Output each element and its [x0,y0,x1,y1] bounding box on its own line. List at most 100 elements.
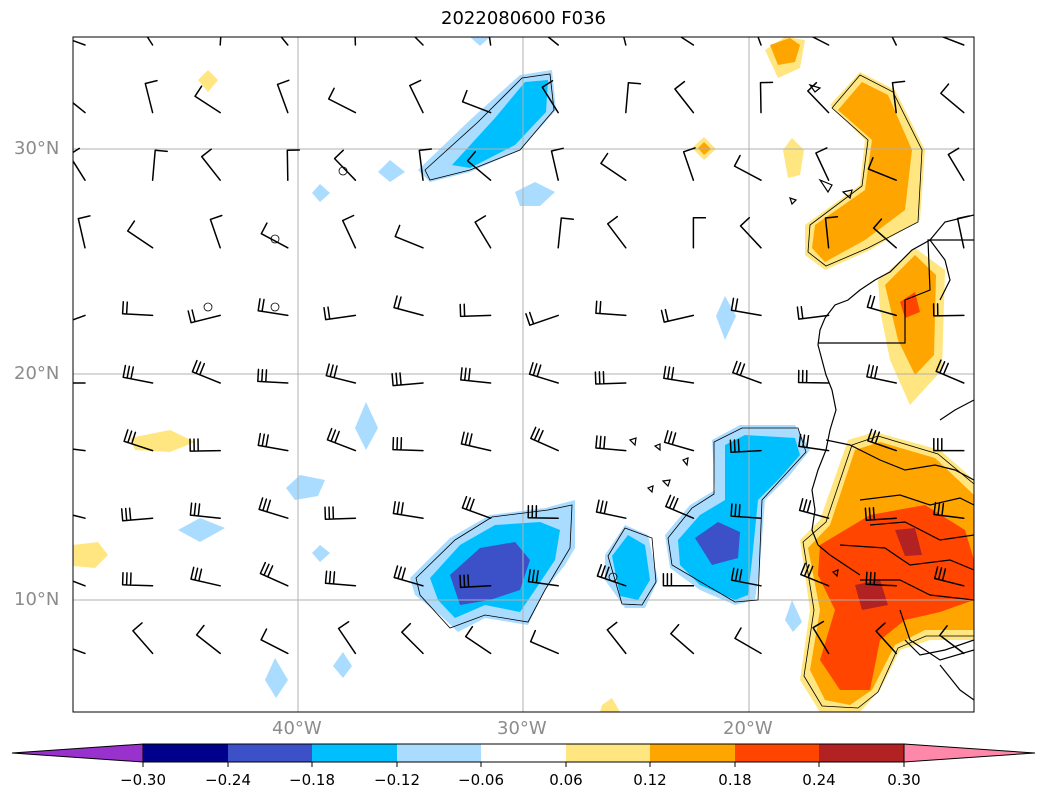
wind-barb [541,80,559,114]
colorbar-bin-9 [819,744,904,762]
wind-barb [692,217,707,249]
wind-barb [933,437,965,452]
wind-barb [144,79,158,114]
wind-barb [939,625,965,655]
wind-barb [324,570,357,587]
wind-barb [759,81,774,114]
wind-barb [258,497,289,519]
wind-barb [460,431,492,452]
wind-barb [393,295,424,317]
colorbar-label-3: −0.18 [289,771,335,789]
wind-barb [187,309,221,324]
wind-barb [259,561,289,587]
wind-barb [733,154,762,181]
wind-barb [815,147,830,181]
colorbar-label-1: −0.30 [120,771,166,789]
wind-barb [525,311,559,326]
colorbar-bin-3 [312,744,397,762]
wind-barb [122,364,154,384]
wind-barb [280,37,289,46]
wind-barb [596,563,627,587]
wind-barb [940,83,965,114]
wind-barb [341,214,357,249]
wind-barb [864,507,897,522]
negative-field-mid-d [312,545,330,562]
wind-barb [73,448,86,452]
wind-barb [324,506,357,520]
lat-label-30n: 30°N [14,138,60,159]
wind-barb [333,149,357,181]
wind-barb [595,300,627,317]
negative-field-north-2 [470,37,490,46]
wind-barb [73,147,86,181]
positive-field-south-peak [855,528,922,610]
wind-barb [527,568,559,587]
wind-barb [798,433,830,452]
wind-barb [730,567,762,587]
wind-barb [257,298,289,317]
negative-field-east-small [785,600,802,632]
positive-field-canary-core [770,38,800,65]
wind-barb [739,216,762,249]
colorbar-bin-8 [735,744,819,762]
wind-barb [121,572,154,587]
wind-barb [866,294,897,317]
colorbar-label-4: −0.12 [374,771,420,789]
wind-barb [401,622,424,655]
wind-barb [891,37,897,46]
wind-barb [260,222,289,249]
negative-field-east-peak [695,522,740,565]
wind-barb [527,504,559,519]
positive-field-west-2 [73,542,108,568]
wind-barb [73,580,86,587]
colorbar-label-5: −0.06 [458,771,504,789]
wind-barb [219,37,222,46]
wind-barb [326,427,357,452]
wind-barb [867,157,897,181]
coastlines [628,83,974,701]
wind-barb [797,369,830,384]
wind-barb [956,215,971,249]
wind-barb [660,308,695,323]
colorbar-bin-6 [566,744,650,762]
wind-barb [811,37,830,46]
wind-barb [190,566,221,587]
wind-barb [260,628,289,655]
wind-barb [194,85,221,114]
positive-field-small [783,138,804,178]
wind-barb [286,149,301,181]
lon-label-20w: 20°W [723,718,773,739]
wind-barb [464,625,492,655]
wind-barb [757,37,762,46]
colorbar-bin-2 [228,744,312,762]
wind-barb [529,629,559,655]
negative-field-small-a [515,182,555,206]
wind-barb [663,430,695,452]
wind-barb [734,627,762,655]
wind-barb [674,80,695,114]
wind-barb [392,436,424,452]
wind-barb [189,438,221,452]
wind-barb [557,217,575,249]
wind-barb [933,566,965,587]
lon-label-30w: 30°W [497,718,547,739]
positive-field-south-low [600,698,620,712]
wind-barb [800,562,830,587]
colorbar-extend-low [11,743,144,763]
wind-barb [151,149,168,181]
wind-barb [812,620,830,655]
lat-label-20n: 20°N [14,363,60,384]
colorbar-bin-5 [481,744,566,762]
colorbar-extend-high [903,743,1036,763]
wind-barb [73,648,86,655]
lon-label-40w: 40°W [272,718,322,739]
wind-barb [933,501,965,519]
wind-barb [123,429,154,452]
wind-barb [146,37,154,46]
colorbar-label-7: 0.12 [633,771,667,789]
wind-barb [393,565,424,587]
wind-barb [872,218,897,249]
lat-label-10n: 10°N [14,589,60,610]
wind-barb [875,622,897,655]
wind-barb [257,368,289,384]
